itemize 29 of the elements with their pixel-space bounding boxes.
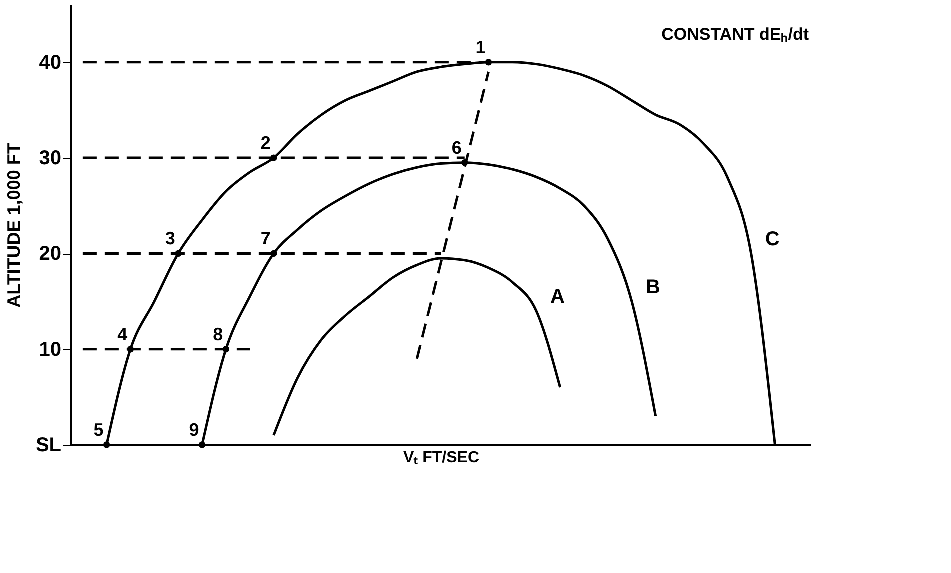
series-label: 8 — [213, 324, 224, 344]
y-tick-label: 20 — [39, 243, 62, 266]
series-label: B — [646, 276, 660, 299]
series-label: 5 — [94, 420, 104, 440]
annotation: CONSTANT dEₕ/dt — [662, 25, 810, 44]
series-label: 9 — [189, 420, 200, 440]
series-label: A — [550, 286, 565, 308]
series-label: 6 — [452, 138, 462, 158]
y-tick-label: 30 — [39, 148, 62, 170]
point — [462, 159, 468, 166]
point — [270, 250, 278, 258]
point — [270, 154, 278, 162]
point — [485, 59, 492, 66]
y-tick-label: 40 — [39, 52, 62, 74]
series-label: 1 — [476, 37, 486, 58]
x-axis-title: Vₜ FT/SEC — [403, 450, 480, 466]
series-label: C — [765, 228, 780, 251]
point — [127, 346, 134, 353]
series-label: 3 — [165, 228, 176, 249]
point — [103, 442, 110, 448]
series-label: 7 — [260, 228, 271, 249]
point — [175, 250, 182, 258]
y-tick-label: 10 — [39, 338, 62, 361]
point — [222, 346, 230, 353]
y-tick-label: SL — [36, 434, 62, 456]
series-label: 4 — [118, 324, 128, 344]
point — [198, 442, 206, 448]
series-label: 2 — [260, 133, 271, 154]
y-axis-title: ALTITUDE 1,000 FT — [4, 143, 24, 308]
